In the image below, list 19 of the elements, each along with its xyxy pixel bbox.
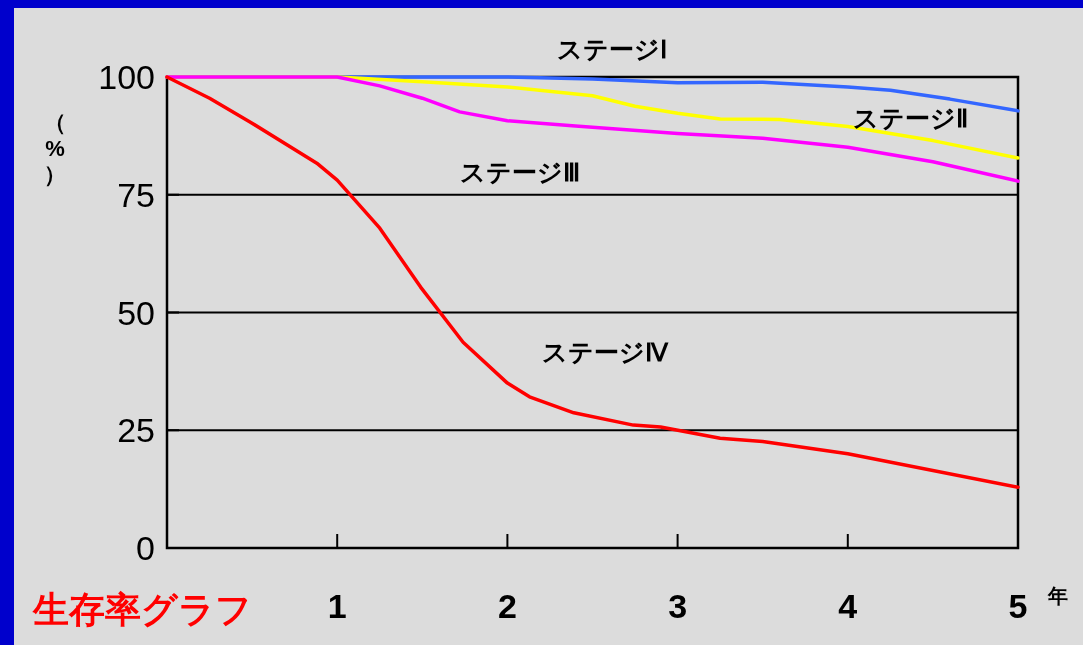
x-tick-label: 2 [497,587,517,625]
y-tick-label: 0 [136,529,155,567]
y-tick-label: 100 [98,58,155,96]
y-tick-label: 50 [117,293,155,332]
x-tick-label: 5 [1008,587,1028,625]
series-label: ステージⅠ [557,35,667,63]
line-series [165,75,1020,489]
x-axis-title: 年 [1047,585,1068,607]
y-tick-label: 75 [117,175,155,214]
line-series [165,75,1020,183]
text: 生存率グラフ [32,589,252,630]
series-label: ステージⅡ [852,104,968,132]
y-axis-title: （%） [44,110,66,187]
series-label: ステージⅣ [542,338,669,366]
y-tick-label: 25 [117,411,155,450]
x-tick-label: 3 [668,587,688,625]
x-tick-label: 1 [327,587,347,625]
series-label: ステージⅢ [460,158,580,186]
x-tick-label: 4 [838,587,858,625]
